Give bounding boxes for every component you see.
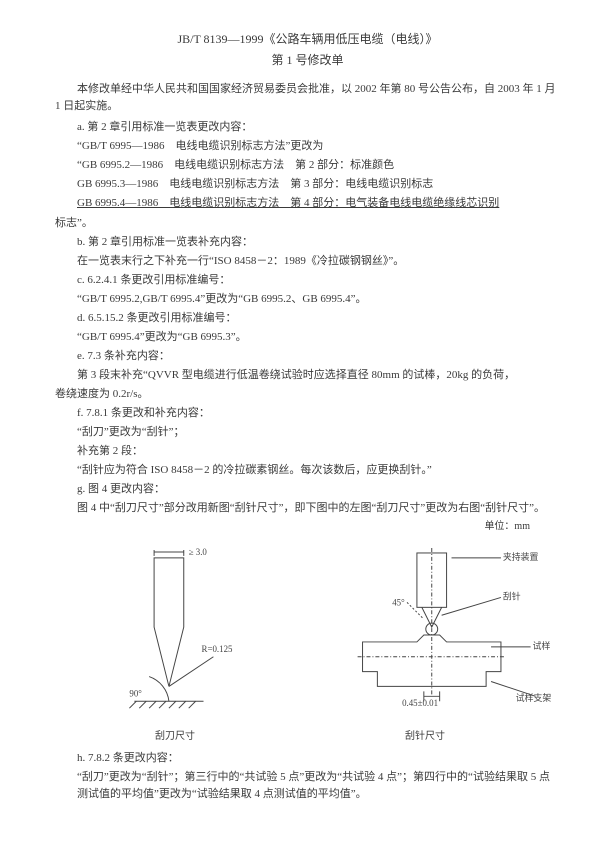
- sample-label: 试样: [532, 640, 550, 651]
- section-d-head: d. 6.5.15.2 条更改引用标准编号：: [77, 310, 560, 327]
- section-e-head: e. 7.3 条补充内容：: [77, 348, 560, 365]
- needle-diagram: 45° 夹持装置 刮针 试样 试样支架 0.45±0.01: [323, 547, 560, 727]
- section-g-body: 图 4 中“刮刀尺寸”部分改用新图“刮针尺寸”，即下图中的左图“刮刀尺寸”更改为…: [77, 500, 560, 517]
- section-e-body2: 卷绕速度为 0.2r/s。: [55, 386, 560, 403]
- section-c-head: c. 6.2.4.1 条更改引用标准编号：: [77, 272, 560, 289]
- standard-title: JB/T 8139—1999《公路车辆用低压电缆（电线）》: [55, 30, 560, 49]
- section-b-head: b. 第 2 章引用标准一览表补充内容：: [77, 234, 560, 251]
- needle-dim: 0.45±0.01: [402, 698, 438, 708]
- section-h-body: “刮刀”更改为“刮针”；第三行中的“共试验 5 点”更改为“共试验 4 点”；第…: [77, 769, 560, 803]
- section-f-l2: 补充第 2 段：: [77, 443, 560, 460]
- section-a-line4: GB 6995.4—1986 电线电缆识别标志方法 第 4 部分：电气装备电线电…: [77, 195, 560, 212]
- section-g-head: g. 图 4 更改内容：: [77, 481, 560, 498]
- support-label: 试样支架: [516, 692, 552, 703]
- section-f-l3: “刮针应为符合 ISO 8458－2 的冷拉碳素钢丝。每次该数后，应更换刮针。”: [77, 462, 560, 479]
- section-a-line1: “GB/T 6995—1986 电线电缆识别标志方法”更改为: [77, 138, 560, 155]
- section-e-body1: 第 3 段末补充“QVVR 型电缆进行低温卷绕试验时应选择直径 80mm 的试棒…: [77, 367, 560, 384]
- section-a-tail: 标志”。: [55, 215, 560, 232]
- blade-dim1: ≥ 3.0: [189, 547, 208, 557]
- section-h-head: h. 7.8.2 条更改内容：: [77, 750, 560, 767]
- preface-paragraph: 本修改单经中华人民共和国国家经济贸易委员会批准，以 2002 年第 80 号公告…: [55, 81, 560, 115]
- section-d-body: “GB/T 6995.4”更改为“GB 6995.3”。: [77, 329, 560, 346]
- blade-angle: 90°: [129, 688, 142, 698]
- section-a-line2: “GB 6995.2—1986 电线电缆识别标志方法 第 2 部分：标准颜色: [77, 157, 560, 174]
- blade-diagram: ≥ 3.0 90° R=0.125: [75, 547, 273, 727]
- left-diagram-title: 刮刀尺寸: [75, 729, 275, 745]
- section-a-head: a. 第 2 章引用标准一览表更改内容：: [77, 119, 560, 136]
- needle-angle: 45°: [392, 597, 405, 607]
- section-f-l1: “刮刀”更改为“刮针”；: [77, 424, 560, 441]
- holder-label: 夹持装置: [503, 551, 539, 562]
- section-f-head: f. 7.8.1 条更改和补充内容：: [77, 405, 560, 422]
- right-diagram-title: 刮针尺寸: [305, 729, 545, 745]
- blade-radius: R=0.125: [202, 644, 233, 654]
- needle-label: 刮针: [503, 590, 521, 601]
- unit-label: 单位：mm: [55, 519, 560, 535]
- amendment-number: 第 1 号修改单: [55, 51, 560, 70]
- section-b-body: 在一览表末行之下补充一行“ISO 8458－2：1989《冷拉碳钢钢丝》”。: [77, 253, 560, 270]
- section-c-body: “GB/T 6995.2,GB/T 6995.4”更改为“GB 6995.2、G…: [77, 291, 560, 308]
- section-a-line3: GB 6995.3—1986 电线电缆识别标志方法 第 3 部分：电线电缆识别标…: [77, 176, 560, 193]
